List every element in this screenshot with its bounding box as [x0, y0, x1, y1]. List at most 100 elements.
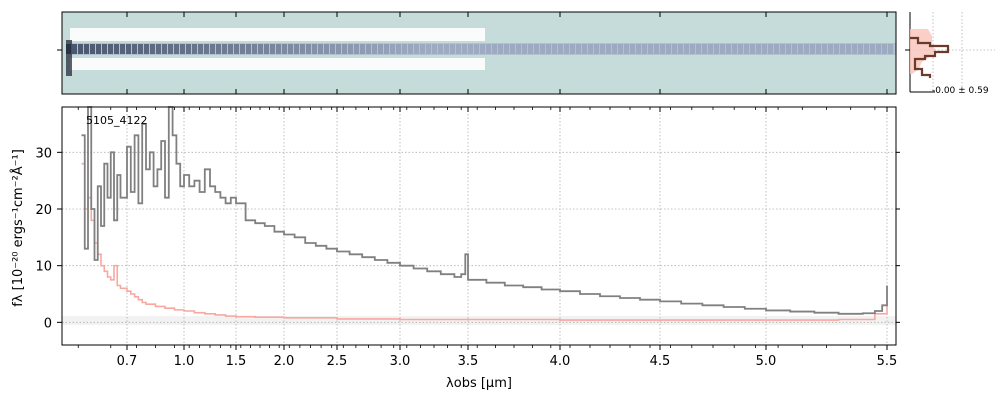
twod-trace-column	[576, 44, 581, 54]
twod-trace-column	[78, 44, 83, 54]
twod-trace-column	[534, 44, 539, 54]
twod-trace-column	[858, 44, 863, 54]
twod-trace-column	[594, 44, 599, 54]
main-spectrum-panel: 0.7 1.0 1.5 2.0 2.5 3.0 3.5 4.0 4.5 5.0 5.5 0 10 20 3…	[10, 106, 900, 391]
twod-trace-column	[612, 44, 617, 54]
twod-trace-column	[90, 44, 95, 54]
twod-trace-column	[486, 44, 491, 54]
twod-trace-column	[450, 44, 455, 54]
twod-trace-column	[780, 44, 785, 54]
twod-trace-column	[804, 44, 809, 54]
twod-trace-column	[702, 44, 707, 54]
twod-trace-column	[672, 44, 677, 54]
twod-trace-column	[192, 44, 197, 54]
twod-trace-column	[282, 44, 287, 54]
object-label: 5105_4122	[86, 114, 148, 127]
twod-trace-column	[360, 44, 365, 54]
twod-trace-column	[792, 44, 797, 54]
twod-trace-column	[408, 44, 413, 54]
twod-xticks	[126, 12, 888, 94]
twod-trace-column	[510, 44, 515, 54]
y-axis-label: fλ [10⁻²⁰ ergs⁻¹cm⁻²Å⁻¹]	[10, 149, 26, 307]
twod-trace-column	[390, 44, 395, 54]
main-plot-area	[62, 107, 896, 345]
twod-trace-column	[240, 44, 245, 54]
twod-trace-column	[234, 44, 239, 54]
twod-trace-column	[762, 44, 767, 54]
twod-trace-column	[570, 44, 575, 54]
twod-trace-column	[750, 44, 755, 54]
twod-trace-column	[798, 44, 803, 54]
twod-upper-band	[70, 28, 485, 41]
twod-trace-column	[522, 44, 527, 54]
x-tick-label: 1.0	[174, 354, 195, 369]
twod-trace-column	[324, 44, 329, 54]
twod-trace-column	[294, 44, 299, 54]
twod-trace-column	[474, 44, 479, 54]
twod-trace-column	[774, 44, 779, 54]
twod-trace-column	[186, 44, 191, 54]
twod-trace-column	[756, 44, 761, 54]
twod-trace-column	[108, 44, 113, 54]
twod-trace-column	[132, 44, 137, 54]
twod-trace-column	[150, 44, 155, 54]
twod-trace-column	[768, 44, 773, 54]
twod-trace-column	[558, 44, 563, 54]
twod-trace-column	[606, 44, 611, 54]
twod-trace-column	[690, 44, 695, 54]
twod-trace-column	[720, 44, 725, 54]
twod-trace-column	[378, 44, 383, 54]
twod-trace-column	[102, 44, 107, 54]
twod-trace-column	[228, 44, 233, 54]
twod-trace-column	[456, 44, 461, 54]
profile-data-step	[910, 36, 950, 78]
twod-trace-column	[870, 44, 875, 54]
twod-trace-column	[492, 44, 497, 54]
twod-trace-column	[552, 44, 557, 54]
twod-trace-column	[354, 44, 359, 54]
twod-trace-column	[144, 44, 149, 54]
twod-trace	[66, 28, 896, 76]
twod-trace-column	[264, 44, 269, 54]
twod-trace-column	[306, 44, 311, 54]
twod-trace-column	[384, 44, 389, 54]
twod-trace-column	[714, 44, 719, 54]
twod-trace-column	[258, 44, 263, 54]
x-tick-label: 4.5	[650, 354, 671, 369]
twod-trace-column	[270, 44, 275, 54]
twod-trace-column	[222, 44, 227, 54]
twod-trace-column	[426, 44, 431, 54]
twod-trace-column	[114, 44, 119, 54]
twod-trace-column	[336, 44, 341, 54]
twod-trace-column	[846, 44, 851, 54]
x-tick-label: 5.5	[877, 354, 898, 369]
twod-trace-column	[654, 44, 659, 54]
x-tick-label: 0.7	[117, 354, 138, 369]
x-tick-label: 2.0	[274, 354, 295, 369]
twod-trace-column	[342, 44, 347, 54]
model-spectrum-line	[81, 162, 888, 321]
profile-panel: -0.00 ± 0.59	[905, 12, 995, 96]
twod-trace-column	[876, 44, 881, 54]
twod-trace-column	[420, 44, 425, 54]
twod-trace-column	[630, 44, 635, 54]
x-tick-label: 5.0	[756, 354, 777, 369]
twod-trace-column	[600, 44, 605, 54]
twod-trace-column	[402, 44, 407, 54]
twod-trace-column	[660, 44, 665, 54]
twod-trace-column	[810, 44, 815, 54]
twod-trace-column	[252, 44, 257, 54]
twod-trace-column	[636, 44, 641, 54]
twod-lower-band	[70, 58, 485, 70]
x-tick-label: 4.0	[550, 354, 571, 369]
twod-trace-column	[288, 44, 293, 54]
twod-trace-column	[366, 44, 371, 54]
twod-spectrum-panel	[57, 11, 897, 95]
twod-trace-column	[738, 44, 743, 54]
twod-blue-edge	[66, 40, 72, 76]
twod-trace-column	[564, 44, 569, 54]
twod-trace-column	[138, 44, 143, 54]
twod-trace-column	[696, 44, 701, 54]
twod-trace-column	[822, 44, 827, 54]
